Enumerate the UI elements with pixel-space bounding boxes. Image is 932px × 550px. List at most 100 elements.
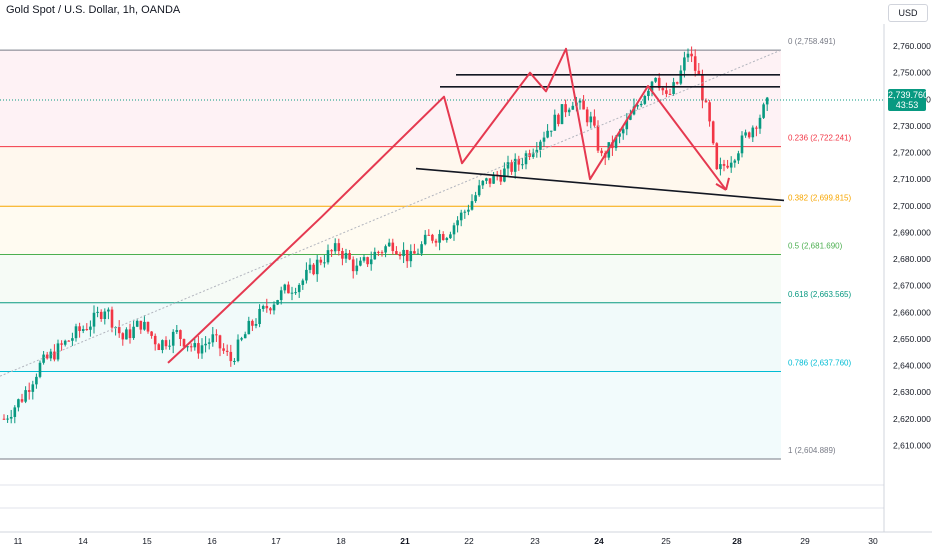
x-axis: 11 14 15 16 17 18 21 22 23 24 25 28 29 30 — [14, 536, 878, 546]
candle-body — [596, 125, 600, 151]
candle-body — [276, 300, 279, 305]
candle-body — [254, 324, 258, 326]
x-tick-label: 28 — [732, 536, 742, 546]
candle-body — [179, 330, 182, 340]
candle-body — [272, 304, 276, 311]
candle-body — [258, 308, 261, 325]
x-tick-label: 15 — [142, 536, 152, 546]
candle-body — [71, 338, 74, 341]
candle-body — [384, 246, 387, 253]
candle-body — [161, 340, 164, 351]
candle-body — [485, 178, 488, 181]
arrow-head — [725, 177, 730, 191]
pattern-zigzag — [167, 47, 727, 364]
candle-body — [585, 109, 589, 123]
candle-body — [449, 234, 452, 239]
candle-body — [413, 251, 416, 254]
candle-body — [265, 305, 269, 309]
candle-body — [117, 327, 121, 334]
candle-body — [74, 326, 78, 339]
candle-body — [164, 340, 168, 347]
y-tick-label: 2,750.000 — [893, 68, 931, 78]
fib-band — [0, 206, 781, 255]
candle-body — [474, 195, 477, 202]
candle-body — [2, 418, 6, 420]
candle-body — [708, 102, 711, 122]
candle-body — [470, 201, 474, 210]
fib-levels: 0 (2,758.491) 0.236 (2,722.241) 0.382 (2,6… — [0, 37, 851, 460]
candle-body — [553, 114, 557, 131]
candle-body — [218, 335, 222, 349]
currency-button[interactable]: USD — [888, 4, 928, 22]
candle-body — [341, 251, 344, 259]
candle-body — [107, 309, 110, 312]
candle-body — [431, 234, 434, 241]
candle-body — [542, 137, 546, 142]
candle-body — [438, 234, 441, 243]
fib-label: 0.382 (2,699.815) — [788, 193, 851, 202]
candle-body — [67, 340, 71, 342]
candle-body — [668, 93, 672, 95]
y-tick-label: 2,710.000 — [893, 174, 931, 184]
candle-body — [729, 162, 733, 168]
candle-body — [323, 262, 326, 264]
candle-body — [481, 180, 485, 186]
candle-body — [722, 164, 726, 166]
candle-body — [459, 212, 463, 221]
candle-body — [611, 142, 614, 149]
candle-body — [56, 343, 60, 360]
y-tick-label: 2,720.000 — [893, 148, 931, 158]
candle-body — [53, 351, 56, 360]
candle-body — [683, 57, 686, 71]
candle-body — [679, 70, 683, 84]
candle-body — [297, 284, 301, 293]
candle-body — [513, 158, 517, 172]
candle-body — [103, 311, 107, 319]
candle-body — [233, 360, 236, 362]
candle-body — [503, 168, 506, 182]
candle-body — [157, 344, 161, 351]
candle-body — [510, 162, 513, 172]
candle-body — [251, 320, 254, 326]
x-tick-label: 17 — [271, 536, 281, 546]
candle-body — [89, 326, 92, 330]
candle-body — [549, 130, 553, 132]
candle-body — [593, 116, 596, 126]
candle-body — [697, 70, 701, 75]
candle-body — [643, 95, 647, 104]
candle-body — [229, 351, 233, 362]
y-tick-label: 2,620.000 — [893, 414, 931, 424]
candle-body — [762, 104, 765, 118]
candle-body — [524, 153, 528, 165]
candle-body — [441, 234, 445, 241]
candle-body — [92, 312, 96, 327]
candle-body — [225, 350, 229, 352]
candle-body — [247, 320, 251, 335]
candle-body — [301, 280, 305, 285]
candle-body — [9, 416, 13, 419]
fib-band — [0, 302, 781, 372]
candle-body — [427, 234, 431, 236]
chart-title: Gold Spot / U.S. Dollar, 1h, OANDA — [6, 4, 181, 16]
candle-body — [726, 165, 729, 168]
candle-body — [506, 162, 510, 169]
candle-body — [571, 105, 575, 110]
candle-body — [578, 100, 582, 103]
candle-body — [747, 132, 751, 138]
candle-body — [125, 329, 128, 340]
candle-body — [344, 253, 348, 259]
x-tick-label: 18 — [336, 536, 346, 546]
candle-body — [243, 334, 247, 339]
candle-body — [467, 209, 470, 212]
candle-body — [751, 127, 755, 138]
candle-body — [755, 127, 758, 129]
candle-body — [690, 53, 693, 57]
y-tick-label: 2,660.000 — [893, 307, 931, 317]
candle-body — [654, 77, 657, 82]
candle-body — [686, 53, 690, 58]
candle-body — [672, 82, 675, 94]
candle-body — [215, 334, 218, 336]
x-tick-label: 23 — [530, 536, 540, 546]
candle-body — [78, 326, 81, 331]
